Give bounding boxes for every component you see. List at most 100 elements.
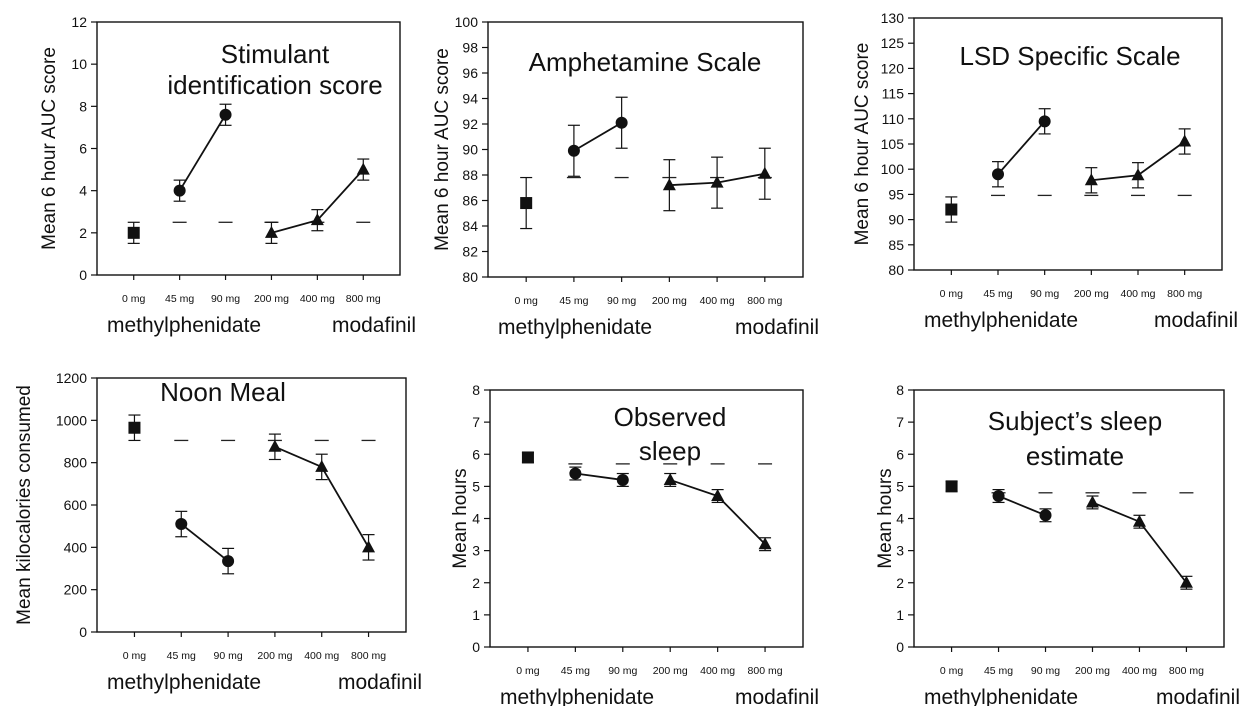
chart1-y-tick-label: 0 xyxy=(79,267,87,283)
chart5-group-label-methylphenidate: methylphenidate xyxy=(500,686,654,706)
chart6-point-triangle xyxy=(1085,495,1099,508)
chart6-y-tick-label: 8 xyxy=(896,382,904,398)
chart3-x-tick-label: 800 mg xyxy=(1167,288,1202,300)
chart4-x-tick-label: 45 mg xyxy=(167,650,196,662)
chart6-y-tick-label: 7 xyxy=(896,414,904,430)
chart2-point-triangle xyxy=(758,166,772,179)
chart6-y-tick-label: 5 xyxy=(896,478,904,494)
chart5-point-circle xyxy=(616,473,629,486)
chart1-x-tick-label: 400 mg xyxy=(300,293,335,305)
chart3-y-tick-label: 105 xyxy=(881,136,905,152)
chart3-point-circle xyxy=(1038,115,1051,128)
chart3-series-line-circle xyxy=(997,120,1046,175)
chart6-title-line: Subject’s sleep xyxy=(988,406,1162,436)
chart5-x-tick-label: 800 mg xyxy=(748,665,783,677)
chart6-x-tick-label: 45 mg xyxy=(984,665,1013,677)
chart6-point-square xyxy=(945,480,958,493)
chart4-group-label-modafinil: modafinil xyxy=(338,671,422,694)
chart4-y-tick-label: 600 xyxy=(64,497,88,513)
chart3-x-tick-label: 400 mg xyxy=(1120,288,1155,300)
chart6-y-tick-label: 6 xyxy=(896,446,904,462)
chart3-x-tick-label: 90 mg xyxy=(1030,288,1059,300)
chart6-y-tick-label: 4 xyxy=(896,511,904,527)
chart5-y-tick-label: 1 xyxy=(472,607,480,623)
chart1-title-line: identification score xyxy=(167,70,382,100)
chart2-point-circle xyxy=(615,116,628,129)
chart3-x-tick-label: 200 mg xyxy=(1074,288,1109,300)
chart3-y-axis-label: Mean 6 hour AUC score xyxy=(852,43,873,246)
chart4-point-square xyxy=(128,421,141,434)
chart6-x-tick-label: 400 mg xyxy=(1122,665,1157,677)
chart3-group-label-methylphenidate: methylphenidate xyxy=(924,309,1078,332)
chart2-point-triangle xyxy=(710,175,724,188)
chart2-y-tick-label: 80 xyxy=(462,269,478,285)
chart3-point-triangle xyxy=(1131,168,1145,181)
chart6-series-line-triangle xyxy=(1092,501,1188,584)
chart1-point-circle xyxy=(219,108,232,121)
chart5-y-tick-label: 8 xyxy=(472,382,480,398)
chart2-point-circle xyxy=(567,144,580,157)
chart5-y-tick-label: 6 xyxy=(472,446,480,462)
chart3-group-label-modafinil: modafinil xyxy=(1154,309,1238,332)
chart5-x-tick-label: 45 mg xyxy=(561,665,590,677)
chart3-y-tick-label: 120 xyxy=(881,60,905,76)
chart6-point-triangle xyxy=(1132,514,1146,527)
chart5-y-tick-label: 4 xyxy=(472,511,480,527)
chart6-y-tick-label: 3 xyxy=(896,543,904,559)
chart5-title-line: sleep xyxy=(639,436,701,466)
chart2-y-tick-label: 100 xyxy=(455,14,479,30)
chart1-point-square xyxy=(127,226,140,239)
chart2-x-tick-label: 45 mg xyxy=(559,295,588,307)
chart5-point-triangle xyxy=(711,489,725,502)
chart3-point-square xyxy=(945,203,958,216)
chart2-group-label-modafinil: modafinil xyxy=(735,316,819,339)
chart1-point-triangle xyxy=(310,213,324,226)
chart2-y-tick-label: 84 xyxy=(462,218,478,234)
chart4-point-circle xyxy=(175,518,188,531)
chart3-point-triangle xyxy=(1084,173,1098,186)
chart5-x-tick-label: 90 mg xyxy=(608,665,637,677)
chart5-point-triangle xyxy=(663,472,677,485)
chart1-x-tick-label: 90 mg xyxy=(211,293,240,305)
chart3-x-tick-label: 0 mg xyxy=(940,288,964,300)
chart3-x-tick-label: 45 mg xyxy=(983,288,1012,300)
chart6-y-axis-label: Mean hours xyxy=(875,468,896,568)
chart3-point-triangle xyxy=(1178,134,1192,147)
chart4-x-tick-label: 800 mg xyxy=(351,650,386,662)
chart5-point-triangle xyxy=(758,537,772,550)
chart1-group-label-methylphenidate: methylphenidate xyxy=(107,314,261,337)
chart6-x-tick-label: 800 mg xyxy=(1169,665,1204,677)
chart2-point-triangle xyxy=(662,178,676,191)
chart6-y-tick-label: 2 xyxy=(896,575,904,591)
chart4-point-circle xyxy=(222,555,235,568)
chart3-y-tick-label: 85 xyxy=(888,237,904,253)
chart5-y-tick-label: 0 xyxy=(472,639,480,655)
chart3-y-tick-label: 80 xyxy=(888,262,904,278)
chart2-y-tick-label: 94 xyxy=(462,91,478,107)
chart4-x-tick-label: 90 mg xyxy=(213,650,242,662)
chart3-y-tick-label: 115 xyxy=(882,86,905,102)
chart5-title-line: Observed xyxy=(614,402,727,432)
chart5-y-tick-label: 7 xyxy=(472,414,480,430)
chart4-y-axis-label: Mean kilocalories consumed xyxy=(14,385,35,625)
chart1-title-line: Stimulant xyxy=(221,39,330,69)
chart1-group-label-modafinil: modafinil xyxy=(332,314,416,337)
chart2-y-tick-label: 86 xyxy=(462,193,478,209)
chart1-point-triangle xyxy=(264,225,278,238)
chart5-x-tick-label: 200 mg xyxy=(653,665,688,677)
chart5-x-tick-label: 400 mg xyxy=(700,665,735,677)
chart3-y-tick-label: 95 xyxy=(888,186,904,202)
chart5-series-line-circle xyxy=(575,472,623,481)
chart1-x-tick-label: 200 mg xyxy=(254,293,289,305)
chart4-y-tick-label: 1000 xyxy=(56,412,87,428)
chart4-group-label-methylphenidate: methylphenidate xyxy=(107,671,261,694)
chart3-y-tick-label: 110 xyxy=(882,111,905,127)
chart1-series-line-circle xyxy=(178,114,227,192)
chart5-y-tick-label: 2 xyxy=(472,575,480,591)
chart1-y-tick-label: 2 xyxy=(79,225,87,241)
chart6-x-tick-label: 200 mg xyxy=(1075,665,1110,677)
chart1-y-tick-label: 8 xyxy=(79,98,87,114)
chart4-y-tick-label: 200 xyxy=(64,582,88,598)
chart4-point-triangle xyxy=(315,459,329,472)
